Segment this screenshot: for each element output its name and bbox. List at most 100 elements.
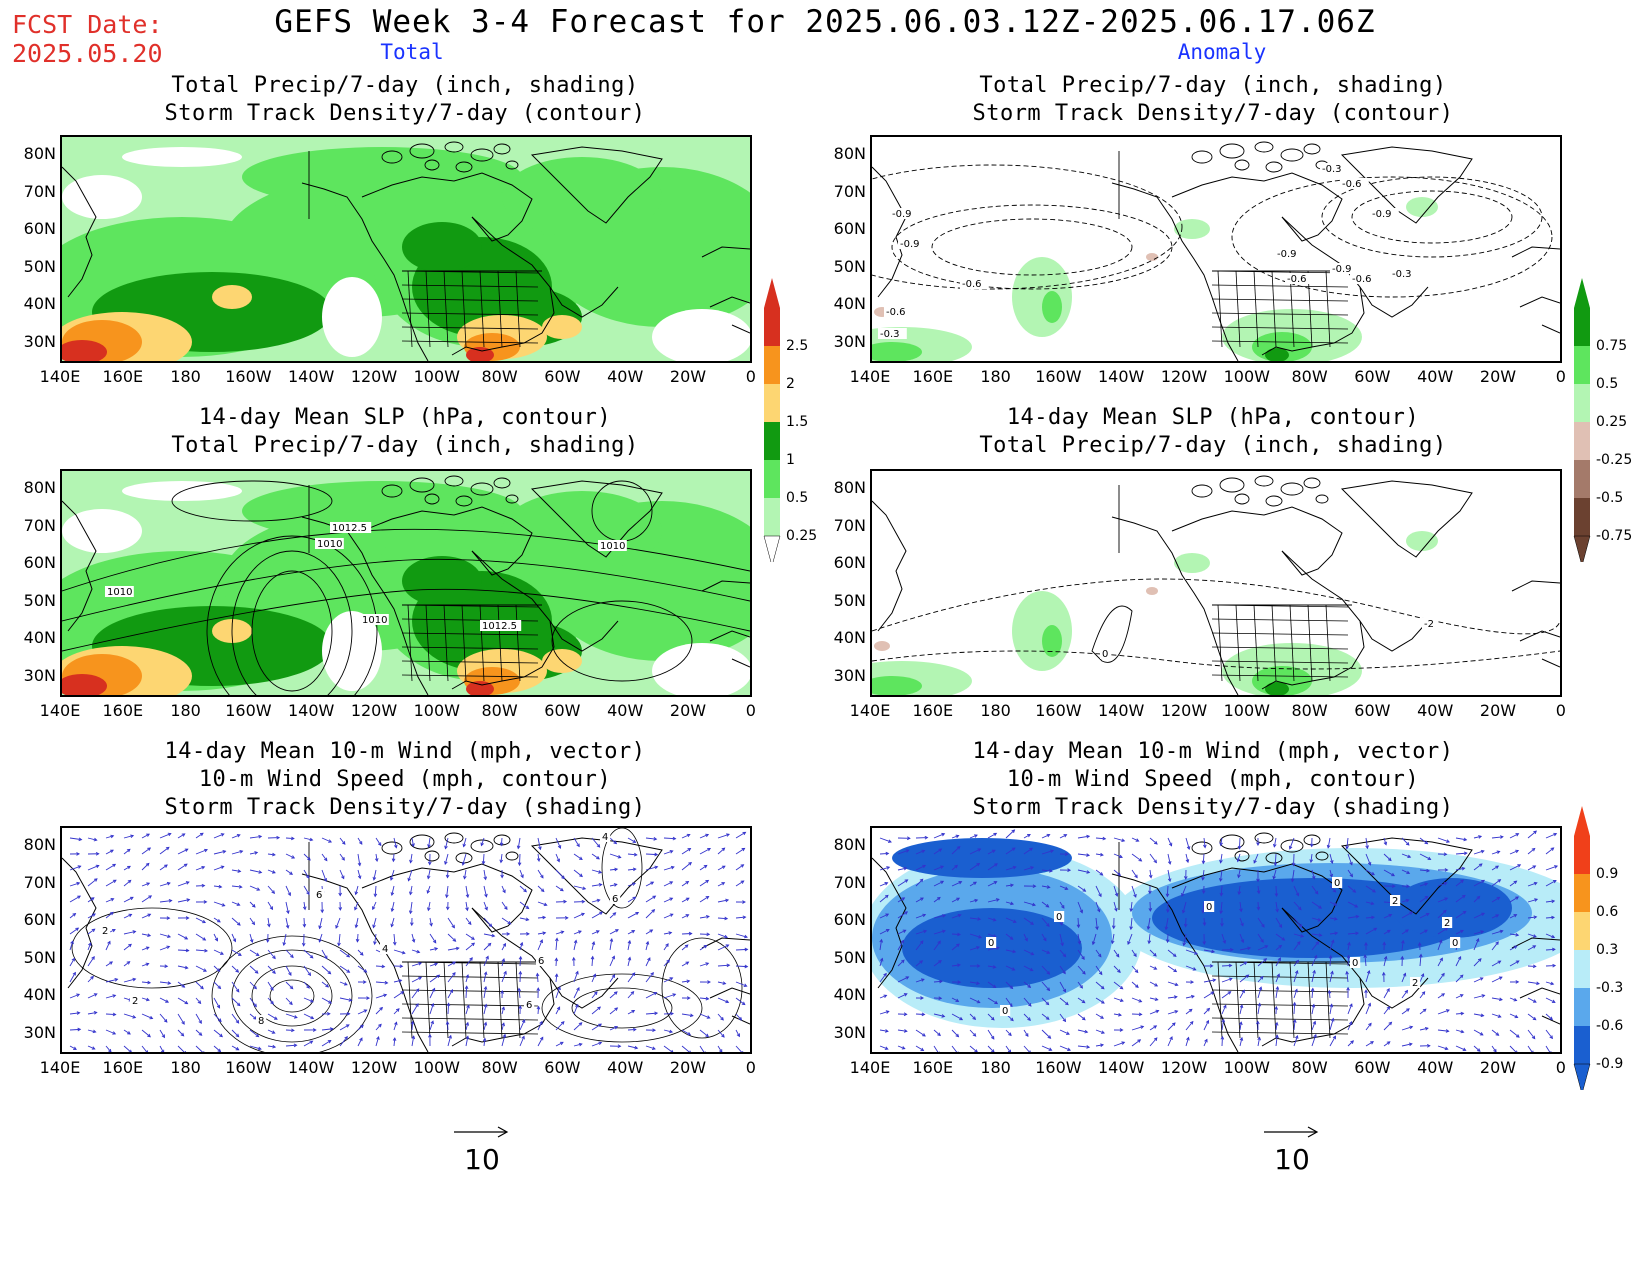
- wind-vector: [987, 1013, 995, 1021]
- wind-vector: [159, 1013, 168, 1023]
- wind-vector: [1203, 991, 1214, 999]
- wind-vector: [1273, 837, 1277, 847]
- wind-vector: [879, 852, 889, 855]
- colorbar-segment: [1574, 498, 1590, 536]
- wind-vector: [933, 833, 945, 839]
- wind-vector: [159, 1029, 165, 1038]
- wind-vector: [1383, 914, 1392, 919]
- wind-vector: [573, 971, 579, 983]
- longitude-tick-label: 120W: [1160, 1058, 1208, 1077]
- latitude-tick-label: 40N: [833, 294, 866, 313]
- contour-label: 2: [130, 995, 141, 1007]
- latitude-tick-label: 70N: [833, 181, 866, 201]
- map-panel-total-precip-storm: [60, 135, 752, 363]
- panel5-title-line2: 10-m Wind Speed (mph, contour): [198, 767, 612, 792]
- wind-vector: [627, 930, 635, 935]
- wind-vector: [141, 833, 150, 839]
- wind-vector: [1203, 979, 1216, 983]
- wind-vector: [213, 901, 225, 907]
- wind-vector: [681, 933, 692, 935]
- contour-label: -0.3: [1320, 163, 1349, 175]
- wind-vector: [1238, 885, 1241, 895]
- wind-vector: [1167, 1010, 1178, 1015]
- wind-vector: [537, 932, 546, 935]
- panel2-title-line1: Total Precip/7-day (inch, shading): [979, 73, 1447, 98]
- wind-vector: [393, 1038, 396, 1047]
- wind-vector: [213, 865, 224, 871]
- wind-vector: [951, 865, 958, 871]
- latitude-tick-label: 50N: [23, 256, 56, 276]
- wind-vector: [1473, 863, 1483, 871]
- wind-vector: [339, 853, 345, 861]
- wind-vector: [627, 853, 637, 856]
- wind-vector: [1419, 1027, 1429, 1031]
- wind-vector: [969, 1045, 978, 1052]
- wind-vector: [1527, 916, 1537, 919]
- wind-vector: [1491, 896, 1500, 903]
- wind-vector: [591, 911, 603, 919]
- wind-vector: [1401, 911, 1413, 919]
- wind-vector: [1491, 865, 1499, 871]
- wind-vector: [879, 973, 887, 983]
- wind-vector: [321, 853, 328, 861]
- latitude-tick-label: 70N: [833, 872, 866, 892]
- wind-vector: [1239, 933, 1244, 943]
- wind-vector: [645, 853, 658, 856]
- wind-vector: [1095, 901, 1100, 912]
- wind-vector: [1095, 1029, 1105, 1034]
- wind-vector: [339, 997, 352, 1001]
- wind-vector: [879, 994, 887, 999]
- svg-text:0: 0: [1452, 938, 1458, 949]
- wind-vector: [123, 865, 131, 871]
- shading-region: [1265, 348, 1289, 361]
- wind-vector: [411, 988, 420, 999]
- latitude-tick-label: 80N: [833, 478, 866, 497]
- wind-vector: [663, 959, 670, 967]
- colorbar-tick-label: 0.3: [1596, 942, 1618, 958]
- wind-vector: [933, 880, 944, 887]
- latitude-tick-label: 70N: [23, 181, 56, 201]
- wind-vector: [391, 901, 395, 912]
- wind-vector: [1167, 965, 1177, 972]
- wind-vector: [177, 833, 185, 839]
- wind-vector: [501, 885, 506, 893]
- wind-vector: [123, 848, 131, 855]
- latitude-tick-label: 40N: [23, 628, 56, 647]
- wind-vector: [447, 917, 455, 928]
- colorbar-tick-label: 0.75: [1596, 338, 1627, 354]
- latitude-tick-label: 80N: [23, 835, 56, 854]
- wind-vector: [1401, 899, 1409, 903]
- wind-vector: [159, 882, 171, 887]
- svg-text:-2: -2: [1424, 619, 1434, 630]
- wind-vector: [267, 965, 276, 974]
- wind-vector: [645, 972, 654, 983]
- longitude-tick-label: 160W: [225, 367, 272, 386]
- wind-vector: [1365, 1023, 1372, 1031]
- wind-vector: [447, 1035, 452, 1047]
- wind-vector: [1311, 988, 1314, 999]
- longitude-tick-label: 100W: [413, 1058, 460, 1077]
- wind-vector: [411, 1003, 419, 1015]
- wind-vector: [1127, 933, 1133, 945]
- wind-vector: [573, 885, 586, 890]
- wind-vector: [1023, 866, 1034, 871]
- wind-vector: [447, 961, 456, 967]
- wind-vector: [1383, 869, 1395, 877]
- wind-vector: [483, 885, 487, 897]
- colorbar-tick-label: -0.75: [1596, 528, 1632, 544]
- wind-vector: [1113, 981, 1123, 990]
- wind-vector: [1473, 912, 1485, 919]
- longitude-tick-label: 40W: [607, 367, 644, 386]
- wind-vector: [303, 885, 310, 895]
- latitude-tick-label: 60N: [833, 553, 866, 572]
- wind-vector: [231, 1045, 239, 1051]
- wind-vector: [879, 1045, 888, 1050]
- svg-text:1010: 1010: [600, 541, 625, 552]
- wind-vector: [879, 894, 889, 903]
- contour-label: 0: [1350, 957, 1361, 969]
- latitude-tick-label: 80N: [23, 478, 56, 497]
- wind-vector: [1401, 990, 1408, 999]
- wind-vector: [717, 964, 730, 967]
- wind-vector: [1041, 1045, 1052, 1051]
- wind-vector: [159, 1045, 164, 1052]
